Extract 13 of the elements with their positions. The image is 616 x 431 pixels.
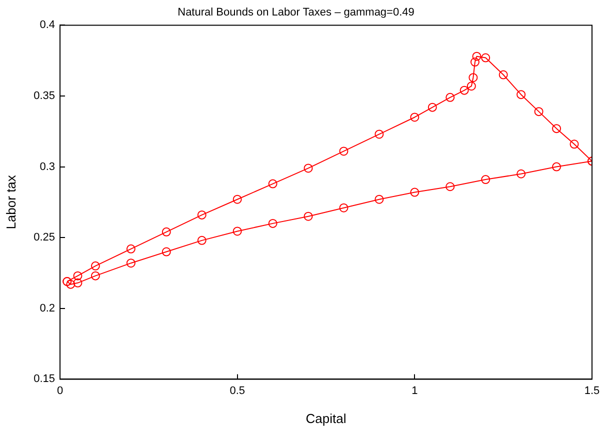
y-tick-label: 0.2 xyxy=(40,302,56,314)
x-tick-label: 1 xyxy=(412,384,418,397)
y-tick-label: 0.4 xyxy=(40,19,56,32)
x-tick-label: 0 xyxy=(56,384,64,397)
x-axis-title: Capital xyxy=(306,410,346,426)
y-axis-title: Labor tax xyxy=(3,174,18,230)
chart-title: Natural Bounds on Labor Taxes – gammag=0.49 xyxy=(178,6,414,19)
y-tick-label: 0.3 xyxy=(40,160,56,173)
x-tick-label: 1.5 xyxy=(584,384,600,397)
x-tick-label: 0.5 xyxy=(230,384,245,397)
y-tick-label: 0.35 xyxy=(34,90,56,102)
y-tick-label: 0.15 xyxy=(34,373,56,386)
y-tick-label: 0.25 xyxy=(34,232,56,244)
